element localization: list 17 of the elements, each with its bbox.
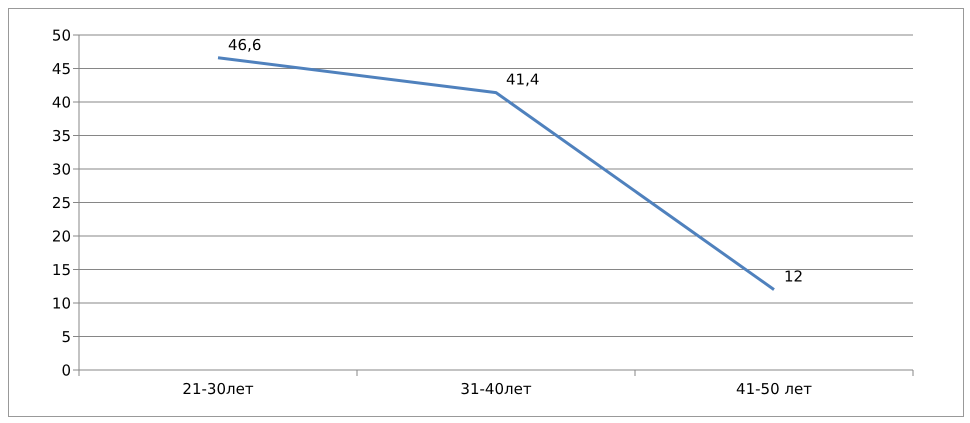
data-label: 46,6 [228, 36, 262, 54]
y-tick-label: 15 [52, 260, 71, 279]
y-tick-label: 0 [61, 361, 71, 380]
y-tick-label: 40 [52, 93, 71, 112]
y-tick-label: 5 [61, 328, 71, 346]
y-tick-label: 10 [52, 294, 71, 312]
y-tick-label: 25 [52, 194, 71, 212]
y-tick-label: 20 [52, 227, 71, 246]
y-tick-label: 50 [52, 26, 71, 44]
data-label: 12 [784, 268, 804, 286]
x-tick-label: 41-50 лет [736, 380, 812, 398]
x-tick-label: 31-40лет [460, 380, 532, 398]
x-tick-label: 21-30лет [182, 380, 254, 398]
y-tick-label: 35 [52, 126, 71, 145]
data-label: 41,4 [506, 70, 540, 89]
y-tick-label: 45 [52, 60, 71, 78]
y-tick-label: 30 [52, 160, 71, 178]
